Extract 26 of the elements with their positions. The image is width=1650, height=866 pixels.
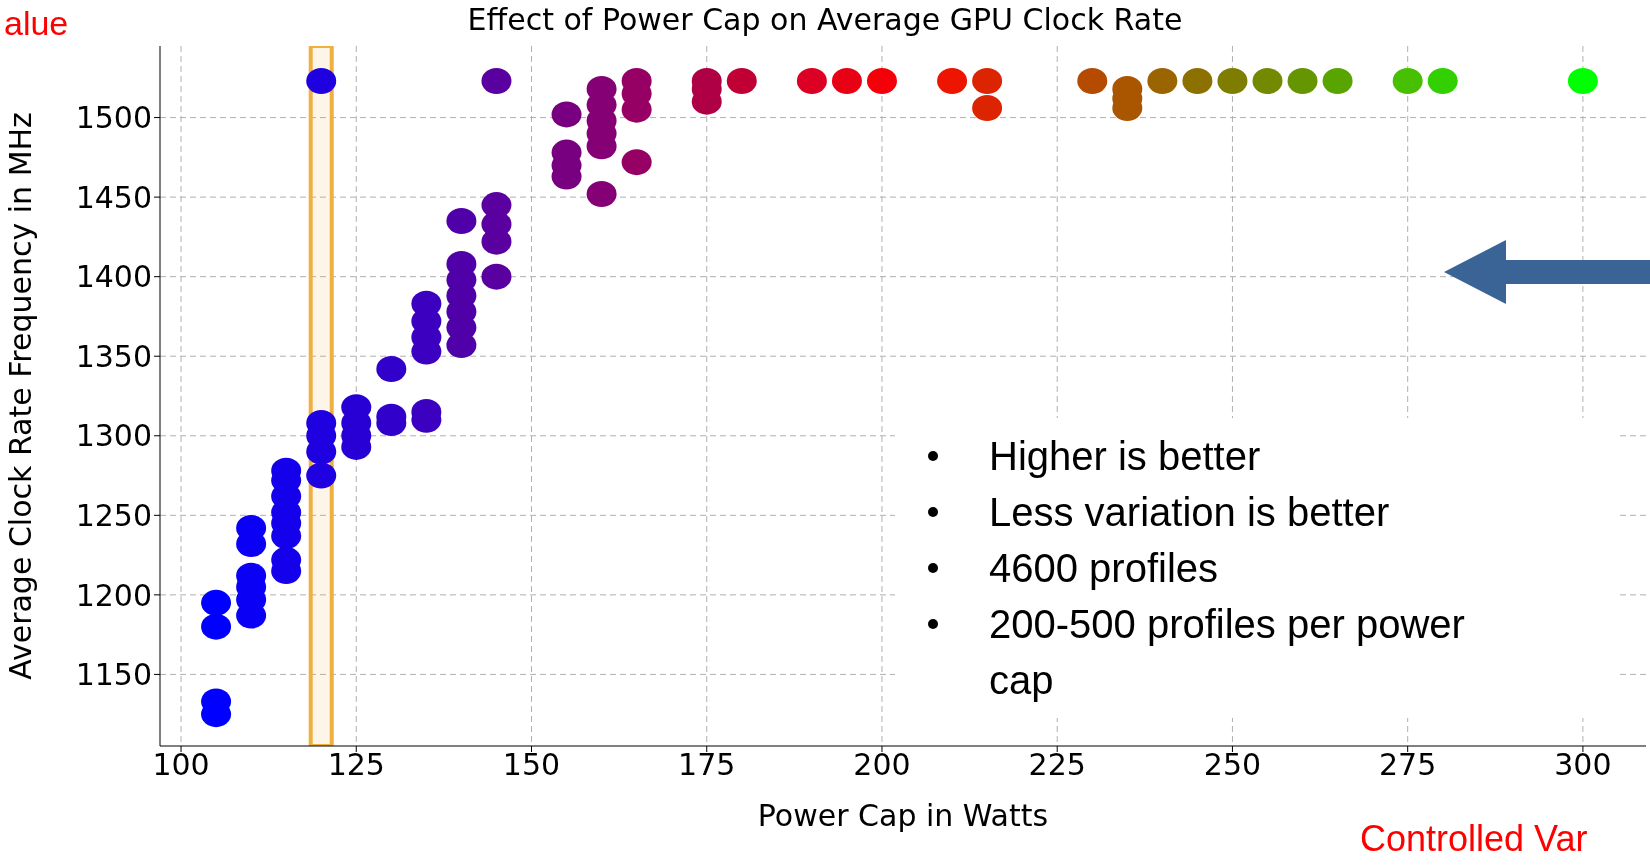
y-tick-label: 1350	[75, 338, 152, 374]
y-tick-label: 1150	[75, 657, 152, 693]
y-tick-label: 1450	[75, 179, 152, 215]
x-tick-label: 150	[502, 747, 561, 783]
text: alue	[4, 4, 69, 43]
text: Controlled Var	[1360, 818, 1588, 860]
y-tick-label: 1250	[75, 497, 152, 533]
x-tick-label: 250	[1203, 747, 1262, 783]
x-tick-label: 200	[853, 747, 911, 783]
y-tick-label: 1400	[75, 259, 152, 295]
x-tick-label: 175	[678, 747, 736, 783]
x-tick-label: 125	[327, 747, 385, 783]
y-tick-label: 1300	[75, 418, 152, 454]
y-axis-title: Average Clock Rate Frequency in MHz	[2, 112, 38, 680]
x-axis-title: Power Cap in Watts	[757, 798, 1049, 833]
x-tick-label: 300	[1554, 747, 1612, 783]
annotation: 4600 profiles	[989, 545, 1220, 592]
x-tick-label: 225	[1028, 747, 1086, 783]
annotation: 200-500 profiles per power cap	[989, 601, 1466, 704]
annotation: Higher is better	[989, 433, 1262, 480]
x-tick-label: 275	[1379, 747, 1437, 783]
y-tick-label: 1500	[75, 100, 152, 136]
y-tick-label: 1200	[75, 577, 152, 613]
annotation: Less variation is better	[989, 489, 1391, 536]
chart-title: Effect of Power Cap on Average GPU Clock Rate	[467, 2, 1183, 37]
x-tick-label: 100	[152, 747, 210, 783]
